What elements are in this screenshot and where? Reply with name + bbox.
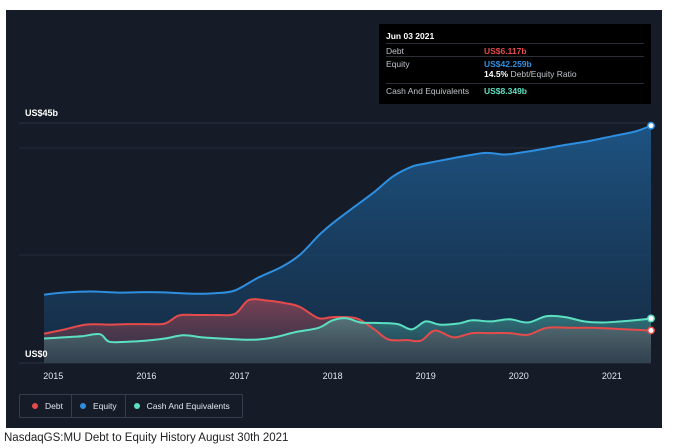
- cash-line: [43, 314, 652, 344]
- equity-line: [43, 124, 652, 296]
- x-axis-ticks: 2015 2016 2017 2018 2019 2020 2021: [43, 371, 622, 381]
- tooltip-ratio: 14.5% Debt/Equity Ratio: [484, 69, 577, 79]
- cash-area: [44, 315, 651, 363]
- tooltip-date: Jun 03 2021: [386, 31, 435, 41]
- tooltip-row-cash: Cash And Equivalents US$8.349b: [386, 83, 644, 97]
- y-axis-top-label: US$45b: [25, 108, 59, 118]
- legend-dot-debt: [32, 403, 38, 409]
- debt-end-marker[interactable]: [647, 326, 655, 335]
- tooltip-ratio-value: 14.5%: [484, 69, 509, 79]
- tooltip-ratio-label: Debt/Equity Ratio: [510, 69, 577, 79]
- tooltip-equity-value: US$42.259b: [484, 59, 532, 69]
- legend-label-debt: Debt: [45, 401, 63, 411]
- legend-item-cash[interactable]: Cash And Equivalents: [124, 395, 238, 417]
- tooltip-cash-label: Cash And Equivalents: [386, 86, 470, 96]
- equity-end-marker[interactable]: [647, 121, 655, 130]
- series-end-markers: [647, 121, 655, 335]
- chart-card: 2015 2016 2017 2018 2019 2020 2021 US$45b US$0…: [6, 10, 662, 428]
- x-tick-label: 2021: [602, 371, 622, 381]
- series-lines: [43, 124, 652, 344]
- x-tick-label: 2019: [416, 371, 436, 381]
- legend-item-debt[interactable]: Debt: [24, 395, 71, 417]
- x-tick-label: 2015: [43, 371, 63, 381]
- x-tick-label: 2018: [323, 371, 343, 381]
- tooltip-row-equity: Equity US$42.259b: [386, 56, 644, 70]
- cash-end-marker[interactable]: [647, 314, 655, 323]
- tooltip-debt-value: US$6.117b: [484, 46, 527, 56]
- chart-legend: Debt Equity Cash And Equivalents: [19, 394, 243, 418]
- legend-label-equity: Equity: [92, 401, 117, 411]
- debt-line: [43, 298, 652, 343]
- legend-dot-cash: [133, 403, 140, 409]
- x-tick-label: 2020: [509, 371, 529, 381]
- legend-label-cash: Cash And Equivalents: [146, 401, 230, 411]
- x-tick-label: 2016: [136, 371, 156, 381]
- chart-caption: NasdaqGS:MU Debt to Equity History Augus…: [4, 432, 289, 444]
- legend-dot-equity: [79, 403, 86, 409]
- tooltip-debt-label: Debt: [386, 46, 404, 56]
- data-tooltip: Jun 03 2021 Debt US$6.117b Equity US$42.…: [379, 24, 651, 104]
- debt-equity-chart: 2015 2016 2017 2018 2019 2020 2021 US$45b US$0: [19, 108, 655, 381]
- tooltip-equity-label: Equity: [386, 59, 410, 69]
- tooltip-cash-value: US$8.349b: [484, 86, 527, 96]
- tooltip-row-debt: Debt US$6.117b: [386, 43, 644, 57]
- y-axis-bottom-label: US$0: [25, 349, 48, 359]
- x-tick-label: 2017: [229, 371, 249, 381]
- legend-item-equity[interactable]: Equity: [70, 395, 125, 417]
- equity-area: [44, 125, 651, 363]
